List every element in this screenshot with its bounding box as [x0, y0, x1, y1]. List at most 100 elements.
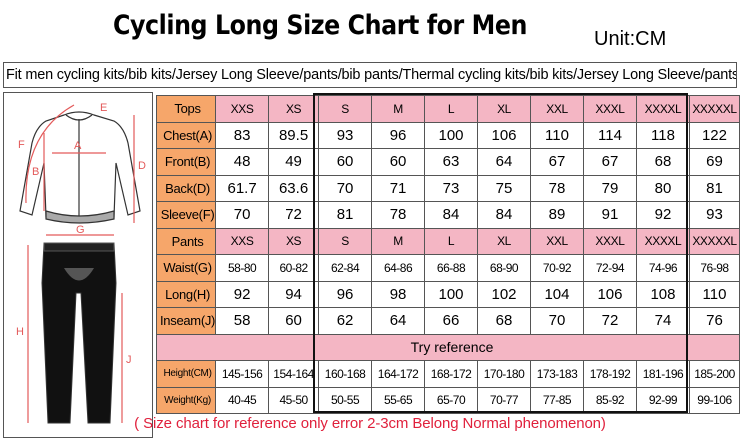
value-cell: 72 [268, 201, 320, 229]
value-cell: 178-192 [582, 360, 637, 388]
table-row: Weight(Kg) 40-45 45-50 50-55 55-65 65-70… [155, 386, 740, 414]
table-row: Front(B) 48 49 60 60 63 64 67 67 68 69 [155, 148, 740, 176]
value-cell: 92-99 [635, 386, 690, 414]
jersey-illustration [19, 111, 141, 224]
reference-header: Try reference [156, 333, 740, 361]
value-cell: 168-172 [424, 360, 479, 388]
value-cell: 68 [477, 307, 531, 335]
size-cell: XXXXL [635, 227, 690, 255]
subtitle: Fit men cycling kits/bib kits/Jersey Lon… [3, 62, 737, 88]
size-cell: XXXXXL [688, 95, 740, 123]
footnote: ( Size chart for reference only error 2-… [134, 415, 606, 432]
value-cell: 81 [318, 201, 373, 229]
tops-header-row: Tops XXS XS S M L XL XXL XXXL XXXXL XXXX… [155, 95, 740, 123]
row-label: Height(CM) [155, 360, 217, 388]
value-cell: 58-80 [215, 254, 270, 282]
size-cell: XL [477, 227, 531, 255]
value-cell: 110 [688, 280, 740, 308]
value-cell: 104 [530, 280, 584, 308]
reference-header-row: Try reference [156, 333, 740, 361]
value-cell: 74-96 [635, 254, 690, 282]
value-cell: 60 [268, 307, 320, 335]
value-cell: 70-92 [530, 254, 584, 282]
value-cell: 164-172 [371, 360, 426, 388]
value-cell: 100 [424, 280, 479, 308]
value-cell: 70-77 [477, 386, 531, 414]
value-cell: 80 [635, 174, 690, 202]
svg-text:G: G [76, 224, 85, 236]
pants-header-row: Pants XXS XS S M L XL XXL XXXL XXXXL XXX… [155, 227, 740, 255]
value-cell: 72-94 [582, 254, 637, 282]
pants-illustration [41, 242, 117, 424]
dimension-lines [25, 104, 135, 423]
value-cell: 55-65 [371, 386, 426, 414]
value-cell: 122 [688, 121, 740, 149]
value-cell: 173-183 [530, 360, 584, 388]
size-cell: XXL [530, 95, 584, 123]
value-cell: 45-50 [268, 386, 320, 414]
value-cell: 73 [424, 174, 479, 202]
size-cell: L [424, 95, 479, 123]
value-cell: 85-92 [582, 386, 637, 414]
pants-header: Pants [155, 227, 217, 255]
size-cell: XXXL [582, 95, 637, 123]
value-cell: 106 [477, 121, 531, 149]
value-cell: 78 [371, 201, 426, 229]
size-cell: M [371, 95, 426, 123]
value-cell: 66-88 [424, 254, 479, 282]
svg-text:H: H [16, 326, 24, 338]
size-cell: XS [268, 227, 320, 255]
table-row: Inseam(J) 58 60 62 64 66 68 70 72 74 76 [155, 307, 740, 335]
value-cell: 62 [318, 307, 373, 335]
table-row: Sleeve(F) 70 72 81 78 84 84 89 91 92 93 [155, 201, 740, 229]
value-cell: 48 [215, 148, 270, 176]
value-cell: 75 [477, 174, 531, 202]
row-label: Chest(A) [155, 121, 217, 149]
value-cell: 76-98 [688, 254, 740, 282]
table-row: Back(D) 61.7 63.6 70 71 73 75 78 79 80 8… [155, 174, 740, 202]
value-cell: 69 [688, 148, 740, 176]
value-cell: 118 [635, 121, 690, 149]
svg-text:J: J [126, 354, 132, 366]
value-cell: 60 [318, 148, 373, 176]
value-cell: 84 [424, 201, 479, 229]
svg-text:E: E [100, 102, 107, 114]
value-cell: 74 [635, 307, 690, 335]
value-cell: 92 [215, 280, 270, 308]
size-cell: S [318, 227, 373, 255]
value-cell: 71 [371, 174, 426, 202]
value-cell: 160-168 [318, 360, 373, 388]
value-cell: 185-200 [688, 360, 740, 388]
size-cell: XXXL [582, 227, 637, 255]
value-cell: 70 [215, 201, 270, 229]
value-cell: 61.7 [215, 174, 270, 202]
value-cell: 89.5 [268, 121, 320, 149]
unit-label: Unit:CM [594, 28, 667, 50]
value-cell: 70 [318, 174, 373, 202]
dimension-letters: F A E B D G H J [16, 102, 146, 366]
value-cell: 102 [477, 280, 531, 308]
svg-text:B: B [32, 166, 39, 178]
value-cell: 83 [215, 121, 270, 149]
value-cell: 98 [371, 280, 426, 308]
value-cell: 81 [688, 174, 740, 202]
value-cell: 79 [582, 174, 637, 202]
value-cell: 49 [268, 148, 320, 176]
value-cell: 40-45 [215, 386, 270, 414]
value-cell: 77-85 [530, 386, 584, 414]
size-cell: M [371, 227, 426, 255]
value-cell: 106 [582, 280, 637, 308]
value-cell: 62-84 [318, 254, 373, 282]
table-row: Long(H) 92 94 96 98 100 102 104 106 108 … [155, 280, 740, 308]
svg-text:D: D [138, 160, 146, 172]
value-cell: 96 [318, 280, 373, 308]
value-cell: 50-55 [318, 386, 373, 414]
value-cell: 58 [215, 307, 270, 335]
value-cell: 60 [371, 148, 426, 176]
value-cell: 67 [582, 148, 637, 176]
value-cell: 114 [582, 121, 637, 149]
value-cell: 100 [424, 121, 479, 149]
value-cell: 154-164 [268, 360, 320, 388]
value-cell: 65-70 [424, 386, 479, 414]
size-cell: XXXXL [635, 95, 690, 123]
